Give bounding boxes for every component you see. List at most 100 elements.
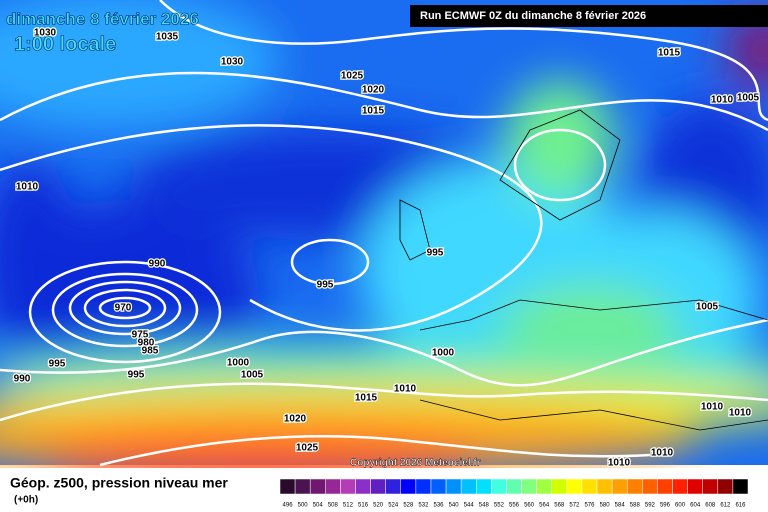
scale-swatch: [521, 478, 537, 495]
isobar-label: 990: [149, 259, 166, 270]
scale-label: 608: [705, 503, 716, 509]
scale-swatch: [415, 478, 432, 495]
scale-label: 592: [645, 503, 656, 509]
isobar-label: 1015: [362, 106, 385, 117]
scale-swatch: [657, 478, 673, 495]
scale-swatch: [702, 478, 719, 495]
isobar-label: 1025: [341, 71, 364, 82]
coastlines: [399, 109, 768, 431]
scale-swatch: [370, 478, 386, 495]
scale-swatch: [717, 478, 734, 495]
isobar-label: 1010: [711, 95, 734, 106]
scale-swatch: [536, 478, 552, 495]
isobar-label: 975: [132, 330, 149, 341]
run-box: [410, 5, 768, 27]
isobar-label: 1010: [394, 384, 417, 395]
copyright: Copyright 2026 Meteociel.fr: [350, 458, 481, 469]
isobars: [0, 0, 768, 422]
scale-swatch: [672, 478, 688, 495]
isobar-label: 1000: [227, 358, 250, 369]
scale-swatch: [430, 478, 447, 495]
run: Run ECMWF 0Z du dimanche 8 février 2026: [420, 10, 646, 22]
scale-label: 504: [313, 503, 324, 509]
date: dimanche 8 février 2026: [6, 9, 199, 28]
isobar-label: 1020: [362, 85, 385, 96]
scale-label: 564: [539, 503, 550, 509]
isobar-label: 1020: [284, 414, 307, 425]
scale-swatch: [611, 478, 628, 495]
isobar-label: 970: [115, 303, 132, 314]
scale-label: 552: [494, 503, 505, 509]
isobar-label: 1010: [729, 408, 752, 419]
scale-swatch: [355, 478, 371, 495]
scale-label: 544: [464, 503, 475, 509]
isobar-label: 1005: [241, 370, 264, 381]
scale-label: 568: [554, 503, 565, 509]
scale-swatch: [340, 478, 356, 495]
scale-swatch: [279, 478, 296, 495]
scale-label: 616: [735, 503, 746, 509]
scale-label: 580: [600, 503, 611, 509]
scale-label: 612: [720, 503, 731, 509]
isobar-label: 1005: [737, 93, 760, 104]
isobar-label: 995: [49, 359, 66, 370]
scale-swatch: [687, 478, 703, 495]
scale-swatch: [294, 478, 311, 495]
scale-swatch: [506, 478, 522, 495]
isobar-label: 995: [128, 370, 145, 381]
scale-label: 512: [343, 503, 354, 509]
isobar-label: 1030: [34, 28, 57, 39]
field: [0, 0, 768, 487]
scale-swatch: [551, 478, 568, 495]
scale-swatch: [476, 478, 492, 495]
isobar-label: 1010: [651, 448, 674, 459]
scale-label: 496: [283, 503, 294, 509]
scale-swatch: [309, 478, 326, 495]
scale-label: 532: [418, 503, 429, 509]
legend-title: Géop. z500, pression niveau mer: [10, 475, 228, 491]
scale-label: 500: [298, 503, 309, 509]
scale-label: 520: [373, 503, 384, 509]
legend-step: (+0h): [14, 495, 38, 506]
scale-swatch: [460, 478, 477, 495]
isobar-label: 1005: [696, 302, 719, 313]
scale-label: 600: [675, 503, 686, 509]
scale-swatch: [596, 478, 613, 495]
isobar-label: 985: [142, 346, 159, 357]
time: 1:00 locale: [14, 33, 116, 55]
isobar-label: 1035: [156, 32, 179, 43]
scale-swatch: [642, 478, 658, 495]
isobar-label: 995: [427, 248, 444, 259]
scale-label: 516: [358, 503, 369, 509]
isobar-label: 1015: [658, 48, 681, 59]
scale-label: 540: [449, 503, 460, 509]
scale-label: 588: [630, 503, 641, 509]
scale-label: 536: [434, 503, 445, 509]
scale-swatch: [566, 478, 583, 495]
scale-label: 576: [584, 503, 595, 509]
isobar-label: 995: [317, 280, 334, 291]
isobar-label: 1025: [296, 443, 319, 454]
scale-label: 604: [690, 503, 701, 509]
isobar-label: 1010: [16, 182, 39, 193]
scale-label: 572: [569, 503, 580, 509]
scale-swatch: [385, 478, 402, 495]
isobar-label: 1000: [432, 348, 455, 359]
isobar-label: 1010: [701, 402, 724, 413]
scale-swatch: [445, 478, 462, 495]
scale-label: 560: [524, 503, 535, 509]
scale-swatch: [400, 478, 417, 495]
isobar-label: 980: [138, 338, 155, 349]
scale-swatch: [581, 478, 598, 495]
color-scale: 496 500 504 508 512 516 520 524 528 532 536 540 544 5…: [279, 478, 749, 509]
scale-swatch: [626, 478, 643, 495]
scale-label: 596: [660, 503, 671, 509]
scale-label: 524: [388, 503, 399, 509]
isobar-label: 1010: [608, 458, 631, 469]
scale-label: 528: [403, 503, 414, 509]
isobar-label: 1030: [221, 57, 244, 68]
scale-label: 508: [328, 503, 339, 509]
